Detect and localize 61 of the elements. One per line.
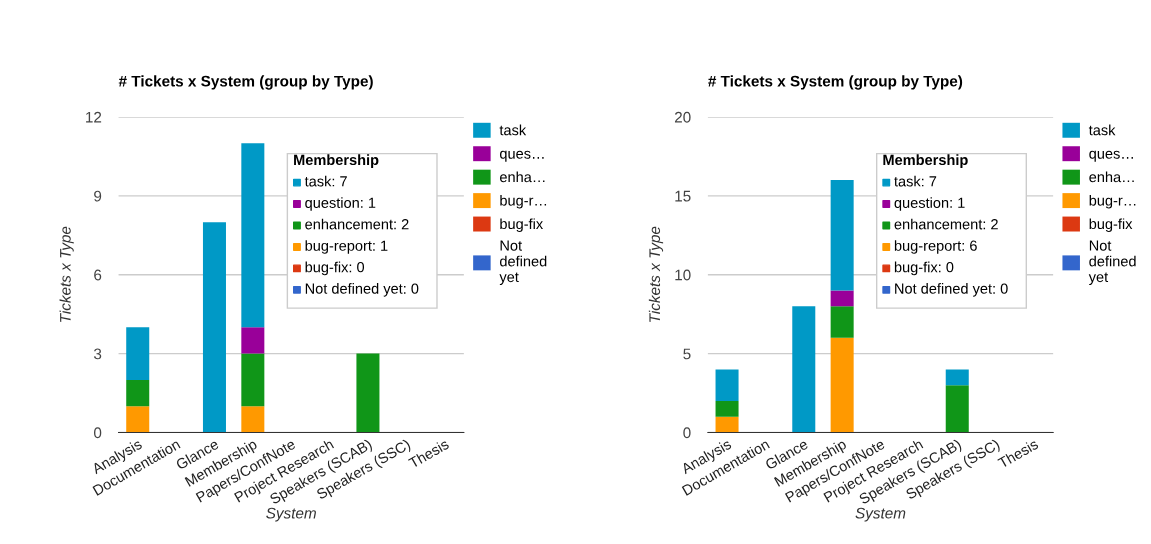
bar [241, 406, 265, 433]
legend-label: bug-r… [500, 194, 547, 209]
bar [126, 327, 150, 380]
bar [715, 416, 739, 433]
annotation: question: 1 [305, 197, 376, 211]
legend-label: enha… [500, 171, 545, 183]
bar [830, 337, 854, 433]
annotation: bug-fix: 0 [305, 261, 365, 276]
legend-label: bug-fix [1089, 218, 1133, 232]
bar [126, 406, 150, 433]
legend-label: Not defined yet [1088, 240, 1136, 286]
y-tick-label: 5 [683, 348, 691, 360]
chart-title: # Tickets x System (group by Type) [118, 75, 373, 90]
y-tick-label: 0 [683, 427, 691, 439]
annotation: task: 7 [304, 175, 347, 187]
annotation: bug-report: 6 [894, 240, 977, 254]
legend-label: enha… [1089, 171, 1134, 183]
y-tick-label: 3 [93, 348, 102, 360]
legend-label: ques… [1089, 150, 1133, 162]
bar [241, 353, 265, 407]
y-tick-label: 6 [94, 269, 102, 281]
legend-label: Not defined yet [499, 240, 547, 286]
annotation: Membership [294, 154, 379, 168]
chart-title: # Tickets x System (group by Type) [708, 75, 963, 90]
x-axis-title: System [266, 507, 316, 522]
bar [715, 400, 739, 417]
annotation: bug-report: 1 [305, 240, 388, 254]
bar [830, 180, 854, 291]
x-axis-title: System [855, 507, 906, 522]
y-tick-label: 12 [86, 111, 102, 123]
bar [202, 222, 226, 433]
y-axis-title: Tickets x Type [648, 226, 664, 322]
bar [126, 379, 150, 407]
annotation: question: 1 [894, 197, 965, 211]
legend-label: task [499, 124, 527, 136]
annotation: bug-fix: 0 [894, 261, 954, 276]
annotation: enhancement: 2 [305, 218, 409, 230]
y-tick-label: 15 [675, 190, 691, 202]
bar [830, 306, 854, 338]
bar [945, 369, 969, 386]
legend-label: task [1088, 124, 1116, 136]
legend-label: bug-fix [500, 218, 543, 232]
annotation: Membership [883, 154, 968, 168]
y-tick-label: 9 [94, 190, 102, 202]
legend-label: bug-r… [1089, 194, 1136, 209]
legend-label: ques… [500, 150, 544, 162]
annotation: Not defined yet: 0 [895, 283, 1008, 297]
bar [241, 143, 265, 328]
annotation: Not defined yet: 0 [305, 283, 419, 297]
annotation: enhancement: 2 [894, 218, 998, 230]
annotation: task: 7 [894, 175, 937, 187]
bar [830, 290, 854, 307]
bar [715, 369, 739, 401]
y-tick-label: 0 [93, 427, 102, 439]
bar [945, 385, 969, 433]
bar [356, 353, 380, 433]
y-axis-title: Tickets x Type [59, 226, 74, 322]
bar [241, 327, 265, 354]
bar [792, 306, 816, 433]
y-tick-label: 20 [674, 111, 691, 123]
y-tick-label: 10 [675, 269, 691, 281]
